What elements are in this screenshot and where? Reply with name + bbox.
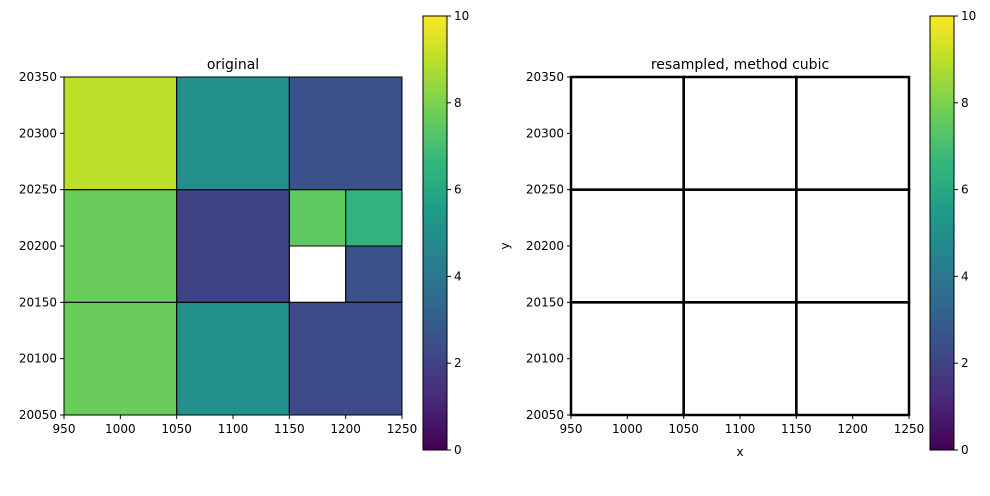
heatmap-cell: [176, 302, 290, 415]
heatmap-cell: [345, 189, 402, 246]
x-tick-label: 1050: [668, 422, 699, 436]
heatmap-cell: [289, 302, 402, 415]
x-axis-label-resampled: x: [736, 445, 743, 459]
heatmap-cell: [289, 246, 346, 303]
x-tick-label: 1000: [105, 422, 136, 436]
colorbar-tick-label: 6: [961, 183, 969, 197]
y-tick-label: 20300: [19, 126, 57, 140]
colorbar-tick-label: 4: [961, 269, 969, 283]
colorbar-tick-label: 10: [961, 9, 976, 23]
x-tick-label: 1100: [218, 422, 249, 436]
colorbar-tick-label: 6: [454, 183, 462, 197]
heatmap-cell: [64, 302, 177, 415]
heatmap-cell: [796, 189, 909, 303]
y-tick-label: 20250: [19, 183, 57, 197]
chart-title-resampled: resampled, method cubic: [651, 57, 829, 73]
x-axis-original: 950 1000 1050 1100 1150 1200 1250: [53, 415, 418, 436]
colorbar-gradient: [930, 16, 954, 450]
x-tick-label: 950: [560, 422, 583, 436]
heatmap-cell: [683, 302, 797, 415]
x-tick-label: 1000: [612, 422, 643, 436]
x-axis-resampled: 950 1000 1050 1100 1150 1200 1250: [560, 415, 925, 436]
colorbar-tick-label: 2: [961, 356, 969, 370]
panel-resampled: resampled, method cubic 950 1000 1050 1100 1…: [498, 57, 924, 459]
heatmap-cell: [683, 189, 797, 303]
heatmap-cell: [289, 189, 346, 246]
y-axis-resampled: 20050 20100 20150 20200 20250 20300 20350: [526, 70, 571, 422]
heatmap-cell: [64, 189, 177, 303]
y-tick-label: 20200: [19, 239, 57, 253]
x-tick-label: 1100: [725, 422, 756, 436]
heatmap-cell: [176, 77, 290, 190]
heatmap-cell: [176, 189, 290, 303]
y-tick-label: 20100: [526, 352, 564, 366]
x-tick-label: 1250: [894, 422, 925, 436]
heatmap-cells-original: [64, 77, 402, 415]
heatmap-cell: [571, 77, 684, 190]
colorbar-tick-label: 0: [961, 443, 969, 457]
colorbar-tick-label: 8: [961, 96, 969, 110]
y-tick-label: 20250: [526, 183, 564, 197]
y-tick-label: 20200: [526, 239, 564, 253]
colorbar-tick-label: 4: [454, 269, 462, 283]
x-tick-label: 1150: [274, 422, 305, 436]
y-tick-label: 20350: [526, 70, 564, 84]
x-tick-label: 1150: [781, 422, 812, 436]
colorbar-tick-label: 0: [454, 443, 462, 457]
y-axis-original: 20050 20100 20150 20200 20250 20300 20350: [19, 70, 64, 422]
panel-original: original 950 1000 1050 1100 1150 1200 1250 200…: [19, 57, 417, 436]
y-tick-label: 20100: [19, 352, 57, 366]
y-tick-label: 20050: [19, 408, 57, 422]
heatmap-cells-resampled: [571, 77, 909, 415]
x-tick-label: 1200: [837, 422, 868, 436]
y-tick-label: 20050: [526, 408, 564, 422]
heatmap-cell: [571, 302, 684, 415]
y-tick-label: 20150: [526, 295, 564, 309]
heatmap-cell: [64, 77, 177, 190]
x-tick-label: 950: [53, 422, 76, 436]
y-axis-label-resampled: y: [498, 242, 512, 249]
colorbar-resampled: 0 2 4 6 8 10: [929, 9, 976, 457]
colorbar-tick-label: 10: [454, 9, 469, 23]
colorbar-gradient: [423, 16, 447, 450]
colorbar-frame: [422, 15, 448, 451]
colorbar-original: 0 2 4 6 8 10: [422, 9, 469, 457]
y-tick-label: 20150: [19, 295, 57, 309]
heatmap-cell: [683, 77, 797, 190]
heatmap-cell: [796, 302, 909, 415]
heatmap-cell: [289, 77, 402, 190]
y-tick-label: 20300: [526, 126, 564, 140]
chart-title-original: original: [207, 57, 259, 73]
x-tick-label: 1050: [161, 422, 192, 436]
colorbar-tick-label: 8: [454, 96, 462, 110]
x-tick-label: 1200: [330, 422, 361, 436]
heatmap-cell: [796, 77, 909, 190]
y-tick-label: 20350: [19, 70, 57, 84]
x-tick-label: 1250: [387, 422, 418, 436]
colorbar-tick-label: 2: [454, 356, 462, 370]
heatmap-cell: [345, 246, 402, 303]
heatmap-cell: [571, 189, 684, 303]
colorbar-frame: [929, 15, 955, 451]
